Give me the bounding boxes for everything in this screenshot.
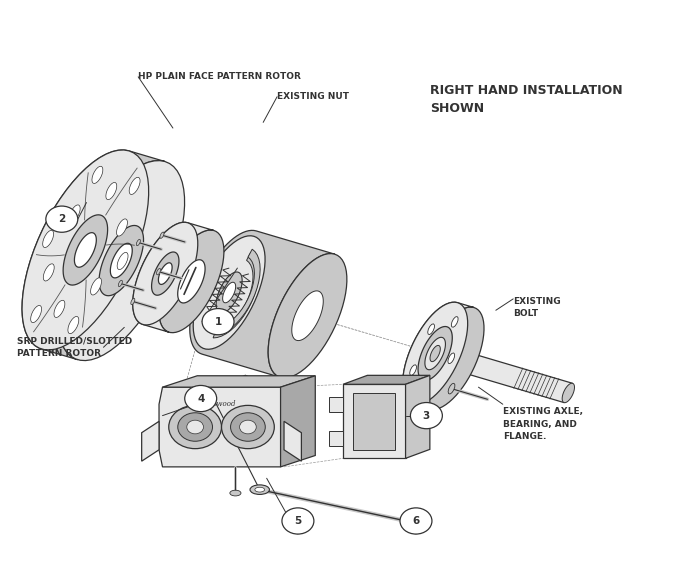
Polygon shape (418, 327, 452, 381)
Polygon shape (448, 353, 454, 363)
Ellipse shape (410, 519, 428, 528)
Polygon shape (422, 383, 429, 393)
Text: SRP DRILLED/SLOTTED
PATTERN ROTOR: SRP DRILLED/SLOTTED PATTERN ROTOR (17, 336, 132, 358)
Circle shape (46, 206, 78, 232)
Polygon shape (425, 338, 445, 370)
Polygon shape (343, 384, 405, 458)
Text: 1: 1 (214, 317, 222, 327)
Text: EXISTING
BOLT: EXISTING BOLT (513, 297, 561, 318)
Polygon shape (242, 380, 248, 385)
Polygon shape (136, 239, 141, 246)
Polygon shape (129, 177, 140, 194)
Ellipse shape (178, 413, 213, 441)
Polygon shape (68, 316, 79, 333)
Polygon shape (410, 365, 416, 375)
Text: 6: 6 (412, 516, 419, 526)
Ellipse shape (187, 420, 204, 434)
Polygon shape (43, 231, 54, 248)
Polygon shape (284, 421, 302, 461)
Polygon shape (111, 243, 132, 278)
Polygon shape (43, 264, 54, 281)
Polygon shape (405, 375, 430, 458)
Polygon shape (133, 223, 214, 332)
Polygon shape (54, 300, 65, 317)
Text: 2: 2 (58, 214, 65, 224)
Polygon shape (160, 232, 164, 239)
Polygon shape (430, 346, 440, 362)
Polygon shape (448, 384, 455, 394)
Polygon shape (193, 236, 265, 349)
Ellipse shape (239, 420, 256, 434)
Polygon shape (238, 375, 253, 389)
Polygon shape (157, 269, 160, 275)
Polygon shape (159, 230, 224, 333)
Polygon shape (329, 431, 343, 446)
Polygon shape (214, 249, 260, 335)
Ellipse shape (221, 405, 274, 449)
Polygon shape (131, 298, 135, 305)
Polygon shape (281, 376, 315, 467)
Polygon shape (63, 215, 108, 285)
Polygon shape (159, 387, 284, 467)
Circle shape (185, 385, 217, 412)
Ellipse shape (230, 413, 265, 441)
Polygon shape (92, 166, 103, 183)
Text: RIGHT HAND INSTALLATION
SHOWN: RIGHT HAND INSTALLATION SHOWN (430, 84, 622, 115)
Polygon shape (116, 219, 127, 236)
Polygon shape (141, 421, 159, 461)
Polygon shape (99, 225, 144, 296)
Polygon shape (268, 254, 347, 378)
Ellipse shape (230, 490, 241, 496)
Circle shape (202, 309, 234, 335)
Polygon shape (133, 223, 198, 325)
Polygon shape (74, 233, 97, 267)
Polygon shape (178, 260, 205, 303)
Polygon shape (213, 252, 259, 338)
Ellipse shape (415, 522, 424, 526)
Polygon shape (343, 375, 430, 384)
Polygon shape (22, 150, 148, 350)
Ellipse shape (250, 485, 270, 494)
Text: 5: 5 (294, 516, 302, 526)
Polygon shape (292, 291, 323, 340)
Polygon shape (58, 160, 185, 361)
Polygon shape (562, 383, 575, 402)
Polygon shape (402, 302, 474, 409)
Polygon shape (152, 252, 179, 295)
Polygon shape (223, 282, 236, 303)
Text: wilwood: wilwood (206, 400, 237, 408)
Polygon shape (106, 182, 117, 200)
Polygon shape (216, 272, 242, 313)
Circle shape (400, 508, 432, 534)
Text: EXISTING NUT: EXISTING NUT (277, 92, 349, 101)
Circle shape (282, 508, 314, 534)
Polygon shape (69, 205, 80, 222)
Text: EXISTING AXLE,
BEARING, AND
FLANGE.: EXISTING AXLE, BEARING, AND FLANGE. (503, 407, 583, 441)
Polygon shape (402, 302, 468, 405)
Polygon shape (117, 252, 128, 270)
Polygon shape (158, 263, 172, 285)
Text: HP PLAIN FACE PATTERN ROTOR: HP PLAIN FACE PATTERN ROTOR (138, 72, 301, 81)
Polygon shape (447, 348, 573, 402)
Circle shape (410, 402, 442, 429)
Polygon shape (428, 324, 435, 335)
Polygon shape (354, 393, 395, 450)
Ellipse shape (255, 487, 265, 492)
Polygon shape (162, 376, 315, 387)
Ellipse shape (169, 405, 221, 449)
Text: 4: 4 (197, 393, 204, 404)
Polygon shape (118, 280, 122, 287)
Polygon shape (360, 384, 423, 446)
Polygon shape (31, 305, 41, 323)
Polygon shape (419, 307, 484, 410)
Polygon shape (90, 278, 101, 295)
Polygon shape (22, 150, 165, 360)
Polygon shape (190, 231, 335, 377)
Text: 3: 3 (423, 411, 430, 421)
Polygon shape (329, 397, 343, 412)
Polygon shape (452, 317, 458, 327)
